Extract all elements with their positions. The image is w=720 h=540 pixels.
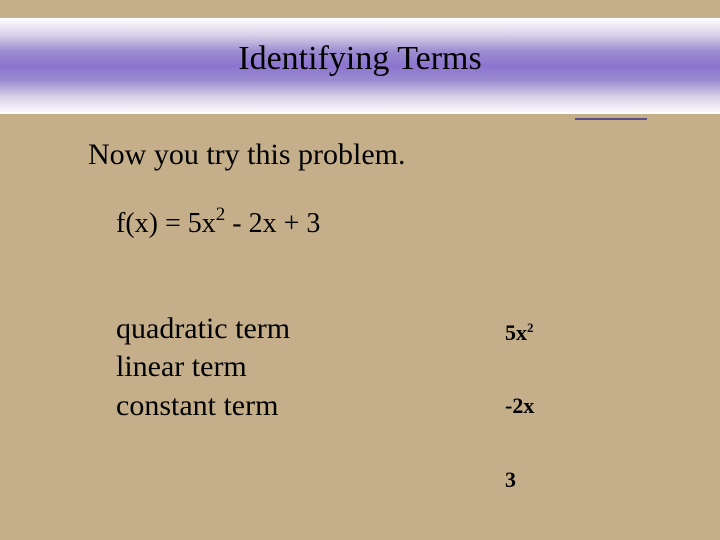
equation: f(x) = 5x2 - 2x + 3 (116, 208, 320, 240)
prompt-text: Now you try this problem. (88, 138, 405, 172)
quadratic-answer: 5x2 (505, 320, 534, 346)
title-underline-segment (575, 118, 647, 120)
linear-term-label: linear term (116, 348, 290, 386)
equation-rhs: - 2x + 3 (225, 208, 320, 239)
constant-answer: 3 (505, 467, 516, 493)
equation-exponent: 2 (216, 204, 226, 225)
quadratic-answer-exp: 2 (527, 320, 534, 335)
linear-answer: -2x (505, 393, 534, 419)
equation-lhs: f(x) = 5x (116, 208, 216, 239)
quadratic-term-label: quadratic term (116, 310, 290, 348)
slide-title: Identifying Terms (0, 40, 720, 78)
quadratic-answer-base: 5x (505, 320, 527, 345)
constant-term-label: constant term (116, 387, 290, 425)
term-labels: quadratic term linear term constant term (116, 310, 290, 425)
